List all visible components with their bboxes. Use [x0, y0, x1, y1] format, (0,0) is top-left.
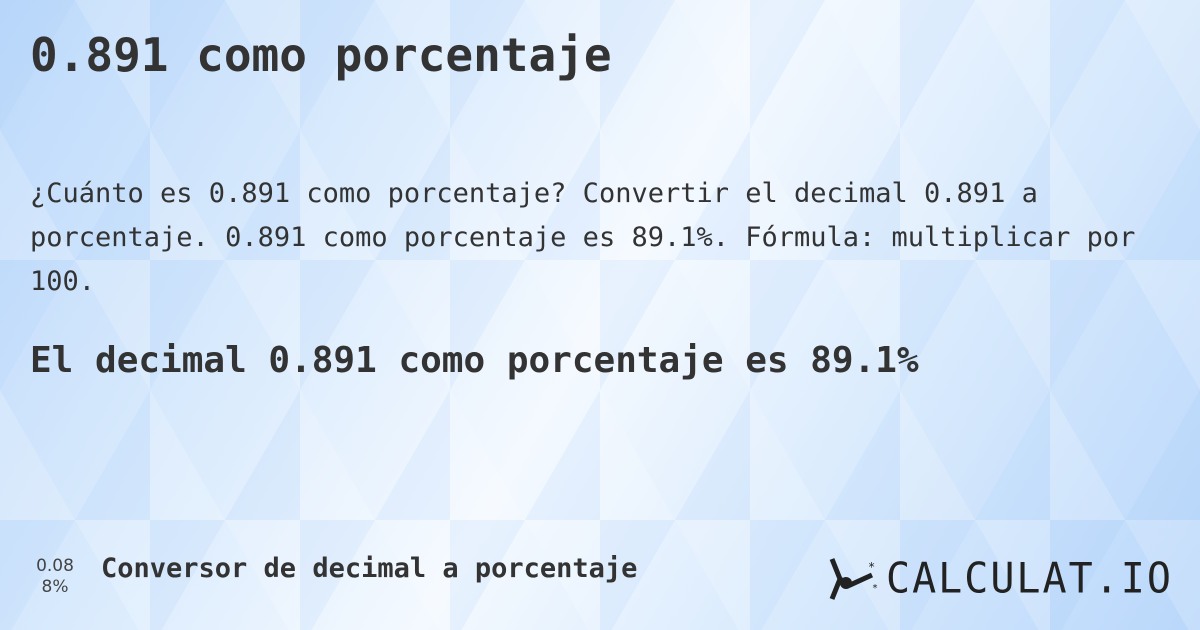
svg-text:*: * — [868, 560, 875, 574]
converter-icon: 0.08 8% — [30, 556, 80, 598]
converter-link[interactable]: Conversor de decimal a porcentaje — [101, 553, 638, 584]
magic-hand-icon: * * — [829, 558, 878, 600]
result-text: El decimal 0.891 como porcentaje es 89.1… — [30, 340, 919, 381]
icon-bottom-text: 8% — [41, 577, 69, 597]
description: ¿Cuánto es 0.891 como porcentaje? Conver… — [30, 178, 1136, 297]
logo[interactable]: * * CALCULAT.IO — [828, 554, 1173, 604]
logo-text: CALCULAT.IO — [886, 554, 1173, 604]
svg-text:*: * — [872, 583, 878, 594]
icon-top-text: 0.08 — [36, 556, 74, 576]
page-title: 0.891 como porcentaje — [30, 28, 612, 82]
